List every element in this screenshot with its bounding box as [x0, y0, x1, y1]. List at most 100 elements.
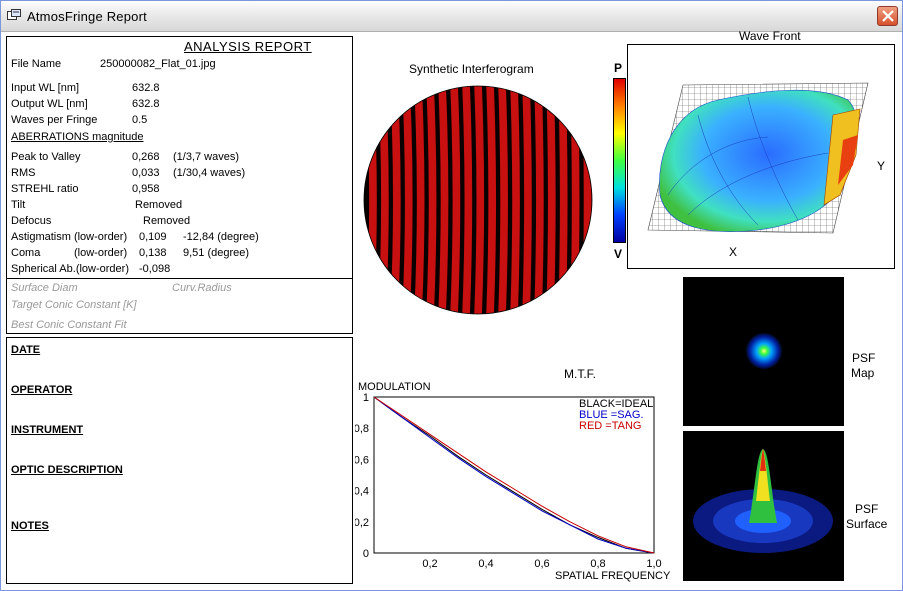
interferogram-fringe: [498, 86, 508, 314]
defocus-value: Removed: [143, 215, 191, 227]
mtf-x-tick-label: 0,4: [478, 558, 493, 570]
window-title: AtmosFringe Report: [27, 9, 147, 24]
mtf-y-tick-label: 0,4: [355, 486, 369, 498]
file-name-value: 250000082_Flat_01.jpg: [100, 58, 216, 70]
ptv-value: 0,268: [132, 151, 160, 163]
colorbar: [613, 78, 626, 243]
psf-surface-image: [683, 431, 844, 581]
colorbar-top-label: P: [614, 61, 623, 75]
interferogram-fringe: [474, 86, 485, 314]
mtf-legend-blue: BLUE =SAG.: [579, 409, 644, 421]
interferogram-fringe: [522, 86, 532, 314]
strehl-label: STREHL ratio: [11, 183, 79, 195]
mtf-legend-red: RED =TANG: [579, 420, 642, 432]
mtf-x-axis-title: SPATIAL FREQUENCY: [555, 570, 671, 582]
target-conic-label: Target Conic Constant [K]: [11, 299, 137, 311]
mtf-x-tick-label: 0,8: [590, 558, 605, 570]
spherical-label: Spherical Ab.(low-order): [11, 263, 129, 275]
aberrations-header: ABERRATIONS magnitude: [11, 131, 144, 143]
interferogram-fringe: [534, 86, 544, 314]
coma-label: Coma: [11, 247, 41, 259]
report-title: ANALYSIS REPORT: [184, 39, 312, 54]
output-wl-label: Output WL [nm]: [11, 98, 88, 110]
wavefront-y-axis-label: Y: [877, 159, 886, 173]
defocus-label: Defocus: [11, 215, 52, 227]
wavefront-x-axis-label: X: [729, 245, 738, 259]
astigmatism-label: Astigmatism (low-order): [11, 231, 128, 243]
best-conic-label: Best Conic Constant Fit: [11, 319, 127, 331]
interferogram-fringe: [426, 86, 437, 314]
mtf-x-tick-label: 1,0: [646, 558, 661, 570]
psf-surface-label-1: PSF: [855, 502, 879, 516]
mtf-chart: 0 0,2 0,4 0,6 0,8 1 0,2 0,4 0,6 0,8 1,0: [355, 393, 662, 570]
interferogram-fringe: [558, 86, 568, 314]
wavefront-title: Wave Front: [739, 29, 801, 43]
coma-order: (low-order): [74, 247, 128, 259]
rms-value: 0,033: [132, 167, 160, 179]
mtf-y-tick-label: 0,2: [355, 517, 369, 529]
mtf-title: M.T.F.: [564, 367, 596, 381]
interferogram-image: [360, 84, 600, 316]
ptv-waves: (1/3,7 waves): [173, 151, 240, 163]
rms-waves: (1/30,4 waves): [173, 167, 246, 179]
mtf-y-axis-title: MODULATION: [358, 381, 431, 393]
rms-label: RMS: [11, 167, 36, 179]
close-button[interactable]: [877, 6, 898, 26]
app-icon: [7, 9, 21, 20]
mtf-y-tick-label: 0,8: [355, 423, 369, 435]
interferogram-fringe: [378, 86, 389, 314]
input-wl-label: Input WL [nm]: [11, 82, 80, 94]
interferogram-fringe: [486, 86, 497, 314]
output-wl-value: 632.8: [132, 98, 160, 110]
ptv-label: Peak to Valley: [11, 151, 81, 163]
strehl-value: 0,958: [132, 183, 160, 195]
interferogram-fringe: [510, 86, 520, 314]
interferogram-title: Synthetic Interferogram: [409, 62, 534, 76]
astigmatism-value: 0,109: [139, 231, 167, 243]
info-panel: DATE OPERATOR INSTRUMENT OPTIC DESCRIPTI…: [6, 337, 353, 584]
surface-diam-label: Surface Diam: [11, 282, 78, 294]
interferogram-fringe: [402, 86, 413, 314]
psf-map-label-2: Map: [851, 366, 875, 380]
interferogram-fringe: [546, 86, 556, 314]
interferogram-fringe: [414, 86, 425, 314]
mtf-y-tick-label: 1: [363, 393, 369, 404]
astigmatism-angle: -12,84 (degree): [183, 231, 259, 243]
mtf-series-line-tang: [373, 396, 655, 554]
coma-angle: 9,51 (degree): [183, 247, 250, 259]
input-wl-value: 632.8: [132, 82, 160, 94]
mtf-x-tick-label: 0,6: [534, 558, 549, 570]
interferogram-fringe: [450, 86, 461, 314]
title-bar[interactable]: AtmosFringe Report: [1, 1, 902, 32]
waves-per-fringe-label: Waves per Fringe: [11, 114, 98, 126]
spherical-value: -0,098: [139, 263, 171, 275]
mtf-x-tick-label: 0,2: [422, 558, 437, 570]
colorbar-bottom-label: V: [614, 247, 623, 261]
interferogram-fringe: [390, 86, 401, 314]
tilt-label: Tilt: [11, 199, 26, 211]
wavefront-plot: Y X: [627, 44, 895, 269]
report-divider: [7, 278, 352, 279]
mtf-series-line-sag: [373, 396, 655, 554]
file-name-label: File Name: [11, 58, 62, 70]
optic-description-label: OPTIC DESCRIPTION: [11, 464, 123, 476]
psf-map-label-1: PSF: [852, 351, 876, 365]
mtf-series-line-ideal: [373, 396, 655, 554]
analysis-report-panel: ANALYSIS REPORT File Name 250000082_Flat…: [6, 36, 353, 334]
waves-per-fringe-value: 0.5: [132, 114, 148, 126]
psf-map-image: [683, 277, 844, 426]
mtf-y-tick-label: 0: [363, 548, 369, 560]
interferogram-fringe: [438, 86, 449, 314]
psf-surface-label-2: Surface: [846, 517, 888, 531]
close-icon: [882, 10, 894, 22]
mtf-y-tick-label: 0,6: [355, 454, 369, 466]
curv-radius-label: Curv.Radius: [172, 282, 232, 294]
mtf-legend-black: BLACK=IDEAL: [579, 398, 654, 410]
instrument-label: INSTRUMENT: [11, 424, 84, 436]
tilt-value: Removed: [135, 199, 183, 211]
coma-value: 0,138: [139, 247, 167, 259]
date-label: DATE: [11, 344, 41, 356]
interferogram-fringe: [462, 86, 473, 314]
operator-label: OPERATOR: [11, 384, 73, 396]
notes-label: NOTES: [11, 520, 49, 532]
